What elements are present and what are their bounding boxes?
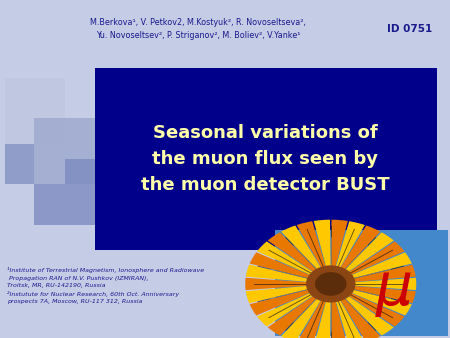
Wedge shape: [331, 221, 365, 284]
Wedge shape: [331, 278, 416, 290]
Bar: [4, 144, 34, 184]
Wedge shape: [245, 278, 331, 290]
Wedge shape: [331, 241, 405, 284]
Wedge shape: [331, 232, 394, 284]
Wedge shape: [250, 252, 331, 284]
Wedge shape: [331, 284, 405, 327]
Wedge shape: [246, 284, 331, 303]
Wedge shape: [331, 265, 416, 284]
Wedge shape: [246, 265, 331, 284]
Bar: [274, 230, 448, 336]
Circle shape: [306, 265, 356, 303]
Wedge shape: [331, 284, 348, 338]
Wedge shape: [281, 225, 331, 284]
Wedge shape: [314, 284, 331, 338]
Text: M.Berkova¹, V. Petkov2, M.Kostyuk², R. Novoseltseva²,
Yu. Novoseltsev², P. Strig: M.Berkova¹, V. Petkov2, M.Kostyuk², R. N…: [90, 18, 306, 40]
Wedge shape: [331, 220, 348, 284]
Bar: [94, 68, 436, 250]
Wedge shape: [331, 252, 412, 284]
Bar: [65, 159, 99, 225]
Wedge shape: [297, 221, 331, 284]
Text: ID 0751: ID 0751: [387, 24, 432, 34]
Wedge shape: [257, 241, 331, 284]
Wedge shape: [268, 284, 331, 336]
Wedge shape: [331, 225, 380, 284]
Text: Seasonal variations of
the muon flux seen by
the muon detector BUST: Seasonal variations of the muon flux see…: [141, 124, 390, 194]
Wedge shape: [331, 284, 412, 316]
Wedge shape: [331, 284, 394, 336]
Wedge shape: [297, 284, 331, 338]
Wedge shape: [314, 220, 331, 284]
Wedge shape: [331, 284, 416, 303]
Circle shape: [315, 272, 346, 296]
Wedge shape: [268, 232, 331, 284]
Wedge shape: [281, 284, 331, 338]
Text: $\mu$: $\mu$: [375, 263, 412, 319]
Bar: [4, 78, 65, 144]
Bar: [34, 118, 94, 184]
Wedge shape: [331, 284, 380, 338]
Wedge shape: [257, 284, 331, 327]
Wedge shape: [331, 284, 365, 338]
Wedge shape: [250, 284, 331, 316]
Text: ¹Institute of Terrestrial Magnetism, Ionosphere and Radiowave
 Propagation RAN o: ¹Institute of Terrestrial Magnetism, Ion…: [7, 267, 204, 304]
Bar: [34, 184, 65, 225]
